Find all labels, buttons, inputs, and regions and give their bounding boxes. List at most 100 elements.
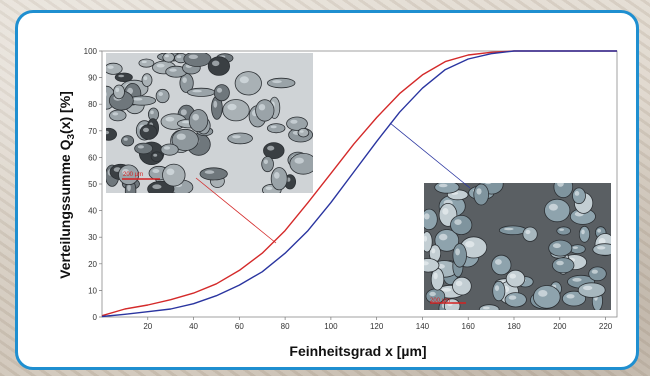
particle	[424, 258, 440, 273]
particle	[553, 183, 574, 199]
y-axis-title-subscript: 3	[66, 134, 77, 140]
y-tick-label: 30	[88, 233, 97, 242]
particle-highlight	[141, 60, 147, 64]
particle-highlight	[484, 183, 492, 185]
particle-highlight	[232, 135, 241, 139]
particle	[267, 123, 286, 134]
particle	[150, 151, 164, 163]
y-tick-label: 0	[93, 313, 98, 322]
y-axis-title-tail: (x) [%]	[57, 91, 73, 134]
particle	[199, 167, 228, 181]
particle	[452, 243, 467, 268]
particle-highlight	[566, 294, 575, 299]
particle-highlight	[127, 184, 131, 192]
particle-highlight	[163, 146, 171, 150]
particle-highlight	[227, 103, 237, 111]
particle-highlight	[204, 170, 215, 174]
series-line-2	[101, 50, 617, 318]
x-tick-label: 60	[235, 322, 244, 331]
particle-highlight	[598, 238, 606, 245]
x-tick-label: 200	[553, 322, 567, 331]
particle	[155, 88, 170, 104]
particle-highlight	[525, 229, 531, 235]
particle-highlight	[123, 137, 128, 141]
particle-highlight	[583, 285, 593, 291]
particle	[121, 135, 135, 147]
particle-highlight	[556, 260, 564, 266]
particle	[297, 127, 310, 138]
particle-highlight	[212, 60, 220, 67]
x-tick-label: 100	[324, 322, 338, 331]
particle-size-chart: 0 10 20 30 40 50 60 70 80 90 100 20 40 60 80 100 120 140 1…	[57, 47, 618, 359]
particle-highlight	[164, 54, 169, 58]
connector-line-red	[195, 177, 277, 244]
particle	[544, 198, 571, 223]
particle-highlight	[465, 241, 475, 248]
particle-highlight	[548, 203, 558, 211]
particle-highlight	[166, 168, 175, 176]
particle-highlight	[263, 159, 268, 165]
x-tick-label: 40	[189, 322, 198, 331]
particle	[139, 124, 158, 140]
particle	[106, 62, 123, 75]
particle-highlight	[591, 269, 598, 274]
x-tick-label: 180	[507, 322, 521, 331]
particle-highlight	[272, 80, 282, 84]
particle-highlight	[169, 68, 177, 72]
particle	[572, 187, 586, 205]
particle-highlight	[213, 100, 218, 108]
particle-highlight	[442, 208, 449, 215]
particle-highlight	[504, 227, 514, 231]
particle-highlight	[495, 259, 502, 265]
particle-highlight	[143, 127, 149, 133]
x-tick-label: 80	[281, 322, 290, 331]
particle-highlight	[431, 248, 436, 254]
particle-highlight	[150, 110, 154, 115]
particle-highlight	[597, 229, 601, 233]
particle	[207, 56, 230, 76]
particle	[138, 58, 155, 68]
x-tick-label: 140	[416, 322, 430, 331]
particle	[522, 226, 538, 242]
y-tick-label: 50	[88, 180, 97, 189]
particle	[270, 167, 288, 191]
axis-ticks: 0 10 20 30 40 50 60 70 80 90 100 20 40 60 80 100 120 140 1…	[84, 47, 613, 331]
particle	[255, 99, 275, 122]
particle-highlight	[152, 184, 162, 189]
particle-highlight	[156, 63, 165, 68]
particle	[592, 243, 611, 256]
series-lines	[101, 50, 617, 318]
particle	[134, 142, 153, 155]
particle-highlight	[274, 172, 280, 179]
particle-highlight	[290, 119, 298, 124]
particle-highlight	[429, 291, 436, 297]
particle	[552, 257, 575, 274]
particle	[162, 53, 175, 63]
particle-highlight	[188, 54, 198, 59]
particle-highlight	[552, 243, 561, 249]
particle-highlight	[572, 277, 582, 282]
particle-highlight	[181, 120, 191, 124]
particle	[548, 239, 573, 257]
chart-card: 0 10 20 30 40 50 60 70 80 90 100 20 40 60 80 100 120 140 1…	[15, 10, 639, 370]
particle	[491, 254, 512, 276]
particle-highlight	[454, 219, 462, 226]
particle-highlight	[482, 306, 490, 310]
particle-highlight	[153, 153, 158, 157]
particle-highlight	[106, 91, 107, 97]
particle	[188, 109, 209, 133]
particle	[578, 225, 591, 243]
x-tick-label: 160	[462, 322, 476, 331]
particle	[186, 87, 216, 97]
y-tick-label: 60	[88, 153, 97, 162]
particle-highlight	[424, 213, 430, 220]
particle-highlight	[270, 125, 277, 129]
particle-highlight	[508, 295, 517, 300]
particle	[234, 71, 262, 96]
particle	[498, 225, 527, 236]
particle-highlight	[158, 92, 163, 96]
y-tick-label: 40	[88, 207, 97, 216]
particle	[452, 276, 472, 296]
particle-highlight	[424, 261, 429, 266]
particle-highlight	[127, 87, 133, 95]
